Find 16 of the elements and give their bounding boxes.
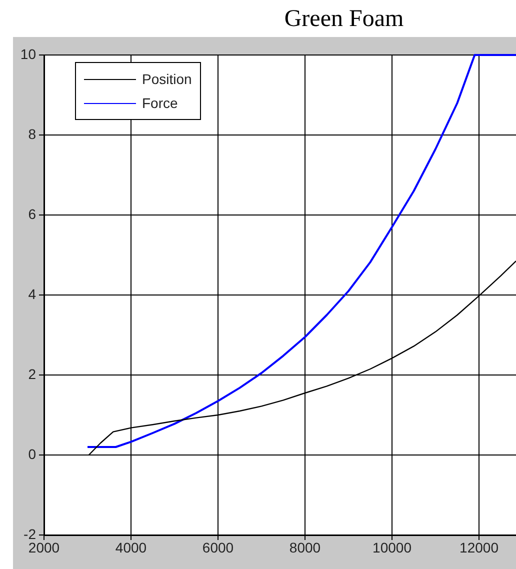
y-tick-label: 10: [20, 46, 36, 62]
chart-title: Green Foam: [283, 6, 405, 33]
x-tick-label: 8000: [289, 539, 321, 556]
y-tick-label: 0: [28, 446, 36, 462]
legend-label: Position: [142, 71, 192, 87]
y-tick-label: 4: [28, 286, 36, 302]
y-tick-label: 6: [28, 206, 36, 222]
y-tick-label: 2: [28, 366, 36, 382]
x-tick-label: 2000: [28, 539, 60, 556]
x-tick-label: 12000: [460, 539, 499, 556]
x-tick-label: 10000: [372, 539, 412, 556]
legend-label: Force: [142, 95, 178, 111]
y-tick-label: 8: [28, 126, 36, 142]
x-tick-label: 6000: [202, 539, 234, 556]
y-tick-label: -2: [24, 526, 36, 542]
x-tick-label: 4000: [115, 539, 147, 556]
